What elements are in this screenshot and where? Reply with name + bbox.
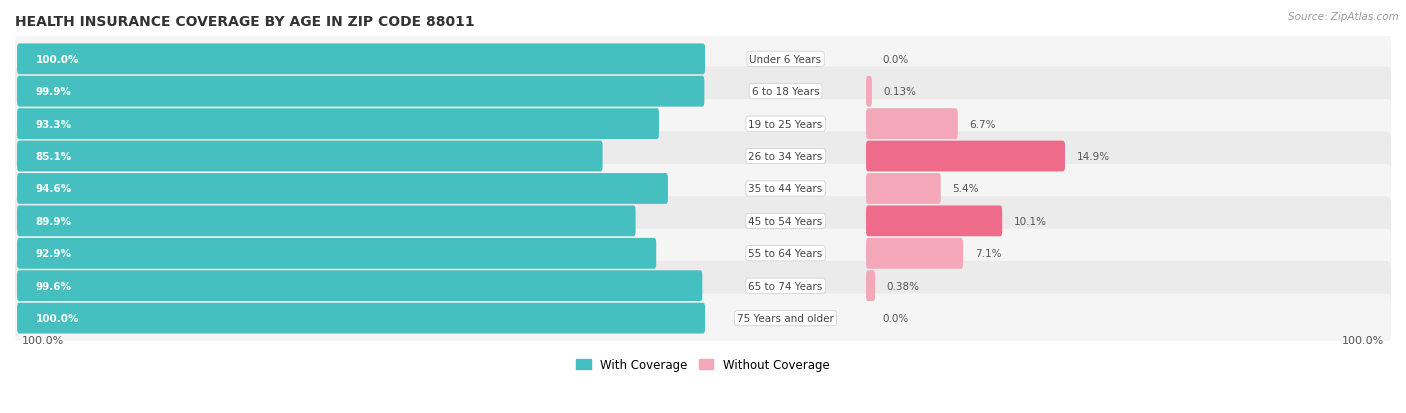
Text: 92.9%: 92.9% [35,249,72,259]
Text: 85.1%: 85.1% [35,152,72,161]
Text: 99.6%: 99.6% [35,281,72,291]
Text: HEALTH INSURANCE COVERAGE BY AGE IN ZIP CODE 88011: HEALTH INSURANCE COVERAGE BY AGE IN ZIP … [15,15,475,29]
Text: 35 to 44 Years: 35 to 44 Years [748,184,823,194]
FancyBboxPatch shape [17,77,704,107]
Text: 100.0%: 100.0% [1341,335,1384,345]
FancyBboxPatch shape [15,67,1391,116]
FancyBboxPatch shape [866,173,941,204]
FancyBboxPatch shape [866,238,963,269]
Text: 14.9%: 14.9% [1077,152,1109,161]
FancyBboxPatch shape [15,132,1391,181]
Text: 7.1%: 7.1% [974,249,1001,259]
Text: 100.0%: 100.0% [35,55,79,65]
FancyBboxPatch shape [17,109,659,140]
Text: 55 to 64 Years: 55 to 64 Years [748,249,823,259]
Text: 93.3%: 93.3% [35,119,72,129]
FancyBboxPatch shape [866,206,1002,237]
Text: 100.0%: 100.0% [35,313,79,323]
FancyBboxPatch shape [17,44,704,75]
Legend: With Coverage, Without Coverage: With Coverage, Without Coverage [576,358,830,372]
Text: 89.9%: 89.9% [35,216,72,226]
FancyBboxPatch shape [15,229,1391,278]
Text: Under 6 Years: Under 6 Years [749,55,821,65]
Text: 99.9%: 99.9% [35,87,72,97]
FancyBboxPatch shape [866,77,872,107]
FancyBboxPatch shape [866,141,1064,172]
FancyBboxPatch shape [17,141,603,172]
FancyBboxPatch shape [17,238,657,269]
FancyBboxPatch shape [17,173,668,204]
FancyBboxPatch shape [15,261,1391,311]
Text: 6 to 18 Years: 6 to 18 Years [752,87,820,97]
Text: 0.38%: 0.38% [887,281,920,291]
FancyBboxPatch shape [866,109,957,140]
Text: 19 to 25 Years: 19 to 25 Years [748,119,823,129]
FancyBboxPatch shape [15,164,1391,214]
Text: 0.13%: 0.13% [883,87,917,97]
Text: 26 to 34 Years: 26 to 34 Years [748,152,823,161]
FancyBboxPatch shape [15,197,1391,246]
Text: 5.4%: 5.4% [952,184,979,194]
Text: 6.7%: 6.7% [970,119,995,129]
Text: 65 to 74 Years: 65 to 74 Years [748,281,823,291]
Text: Source: ZipAtlas.com: Source: ZipAtlas.com [1288,12,1399,22]
Text: 45 to 54 Years: 45 to 54 Years [748,216,823,226]
Text: 0.0%: 0.0% [882,313,908,323]
FancyBboxPatch shape [15,294,1391,343]
Text: 75 Years and older: 75 Years and older [737,313,834,323]
Text: 0.0%: 0.0% [882,55,908,65]
FancyBboxPatch shape [15,35,1391,84]
FancyBboxPatch shape [15,100,1391,149]
FancyBboxPatch shape [17,303,704,334]
Text: 94.6%: 94.6% [35,184,72,194]
Text: 10.1%: 10.1% [1014,216,1047,226]
FancyBboxPatch shape [866,271,875,301]
FancyBboxPatch shape [17,206,636,237]
FancyBboxPatch shape [17,271,703,301]
Text: 100.0%: 100.0% [22,335,65,345]
